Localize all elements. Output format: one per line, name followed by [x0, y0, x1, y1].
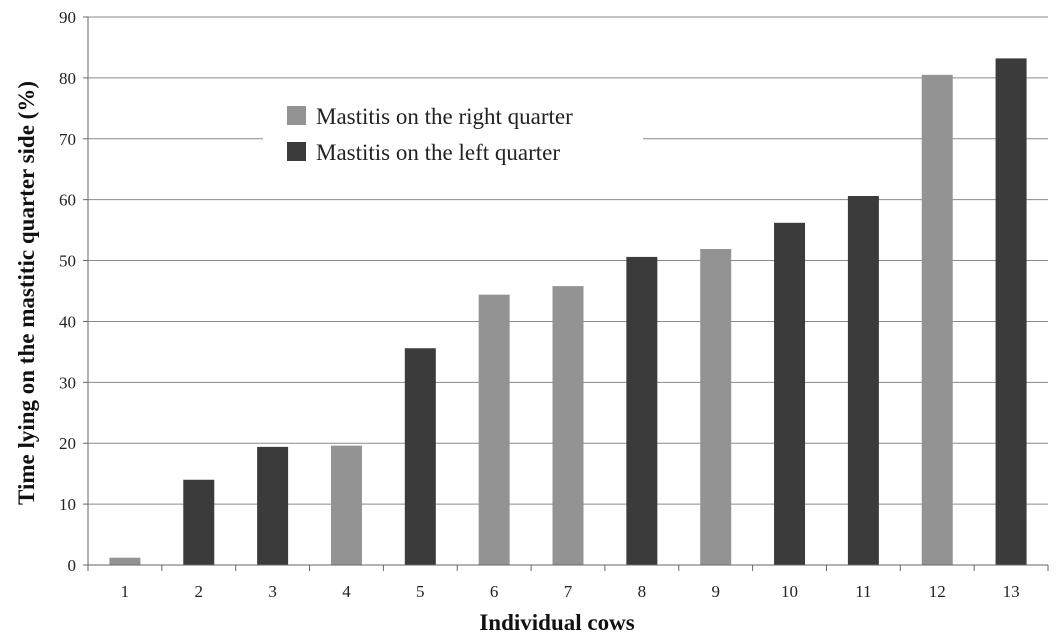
x-tick-label: 2	[195, 582, 204, 601]
y-tick-label: 50	[59, 252, 76, 271]
x-tick-label: 5	[416, 582, 425, 601]
y-tick-label: 70	[59, 130, 76, 149]
x-tick-label: 9	[711, 582, 720, 601]
legend-swatch-right	[287, 106, 306, 125]
bar-cow-6	[478, 294, 510, 565]
x-tick-label: 11	[855, 582, 871, 601]
bar-cow-1	[109, 557, 141, 565]
y-tick-label: 30	[59, 373, 76, 392]
y-tick-label: 90	[59, 8, 76, 27]
bars	[109, 58, 1027, 565]
legend-swatch-left	[287, 142, 306, 161]
x-tick-label: 10	[781, 582, 798, 601]
x-tick-label: 6	[490, 582, 499, 601]
bar-cow-7	[552, 286, 584, 565]
axes	[83, 16, 1049, 571]
x-tick-labels: 1 2 3 4 5 6 7 8 9 10 11 12 13	[121, 582, 1020, 601]
legend: Mastitis on the right quarter Mastitis o…	[263, 96, 643, 174]
bar-cow-11	[847, 196, 879, 565]
x-axis-title: Individual cows	[479, 610, 634, 635]
bar-cow-5	[404, 348, 436, 565]
y-axis-title: Time lying on the mastitic quarter side …	[14, 81, 39, 505]
x-tick-label: 8	[638, 582, 647, 601]
bar-cow-2	[183, 479, 215, 565]
y-tick-label: 60	[59, 191, 76, 210]
y-tick-labels: 0 10 20 30 40 50 60 70 80 90	[59, 8, 76, 575]
legend-background	[263, 96, 643, 174]
legend-label-right: Mastitis on the right quarter	[316, 104, 573, 129]
bar-cow-10	[774, 222, 806, 565]
y-tick-label: 80	[59, 69, 76, 88]
y-tick-label: 20	[59, 434, 76, 453]
y-tick-label: 10	[59, 495, 76, 514]
y-tick-label: 0	[68, 556, 77, 575]
x-tick-label: 4	[342, 582, 351, 601]
x-tick-label: 3	[268, 582, 277, 601]
bar-cow-3	[257, 446, 289, 565]
x-tick-label: 7	[564, 582, 573, 601]
bar-cow-4	[330, 445, 362, 565]
bar-cow-9	[700, 248, 732, 565]
bar-cow-13	[995, 58, 1027, 565]
legend-label-left: Mastitis on the left quarter	[316, 140, 560, 165]
x-tick-label: 13	[1003, 582, 1020, 601]
bar-cow-12	[921, 74, 953, 565]
y-tick-label: 40	[59, 312, 76, 331]
bar-cow-8	[626, 256, 658, 565]
gridlines	[88, 16, 1048, 505]
x-tick-label: 1	[121, 582, 130, 601]
x-tick-label: 12	[929, 582, 946, 601]
